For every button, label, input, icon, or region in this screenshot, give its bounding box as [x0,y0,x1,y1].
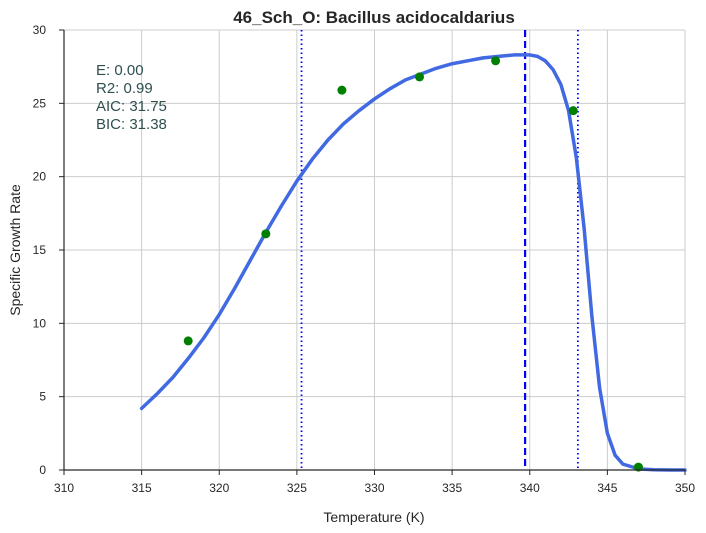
data-points-layer [183,56,643,472]
axes [59,29,686,475]
y-axis-label: Specific Growth Rate [7,184,23,316]
stats-box: E: 0.00 R2: 0.99 AIC: 31.75 BIC: 31.38 [96,62,167,133]
data-point [491,56,501,66]
x-tick-label: 325 [287,481,307,495]
x-tick-label: 335 [442,481,462,495]
stat-e: E: 0.00 [96,62,144,79]
y-tick-label: 5 [39,390,46,404]
x-axis-label: Temperature (K) [323,509,424,525]
stat-bic: BIC: 31.38 [96,116,167,133]
grid-layer [63,29,686,471]
x-tick-label: 330 [364,481,384,495]
stat-r2: R2: 0.99 [96,80,153,97]
y-tick-label: 15 [33,243,47,257]
vertical-lines [300,30,579,470]
fit-curve-layer [139,53,687,472]
x-tick-label: 340 [520,481,540,495]
x-tick-label: 310 [54,481,74,495]
x-tick-label: 320 [209,481,229,495]
y-tick-label: 0 [39,463,46,477]
data-point [337,85,347,95]
y-tick-label: 30 [33,23,47,37]
x-tick-label: 315 [132,481,152,495]
data-point [568,106,578,116]
tick-labels: 310 315 320 325 330 335 340 345 350 0 5 10 15 20 25 30 [33,23,696,495]
data-point [415,72,425,82]
chart-title: 46_Sch_O: Bacillus acidocaldarius [233,8,515,27]
y-tick-label: 10 [33,316,47,330]
y-tick-label: 20 [33,170,47,184]
x-tick-label: 345 [597,481,617,495]
data-point [183,336,193,346]
data-point [261,229,271,239]
stat-aic: AIC: 31.75 [96,98,167,115]
y-tick-label: 25 [33,96,47,110]
fit-curve [139,53,687,472]
data-point [633,462,643,472]
x-tick-label: 350 [675,481,695,495]
